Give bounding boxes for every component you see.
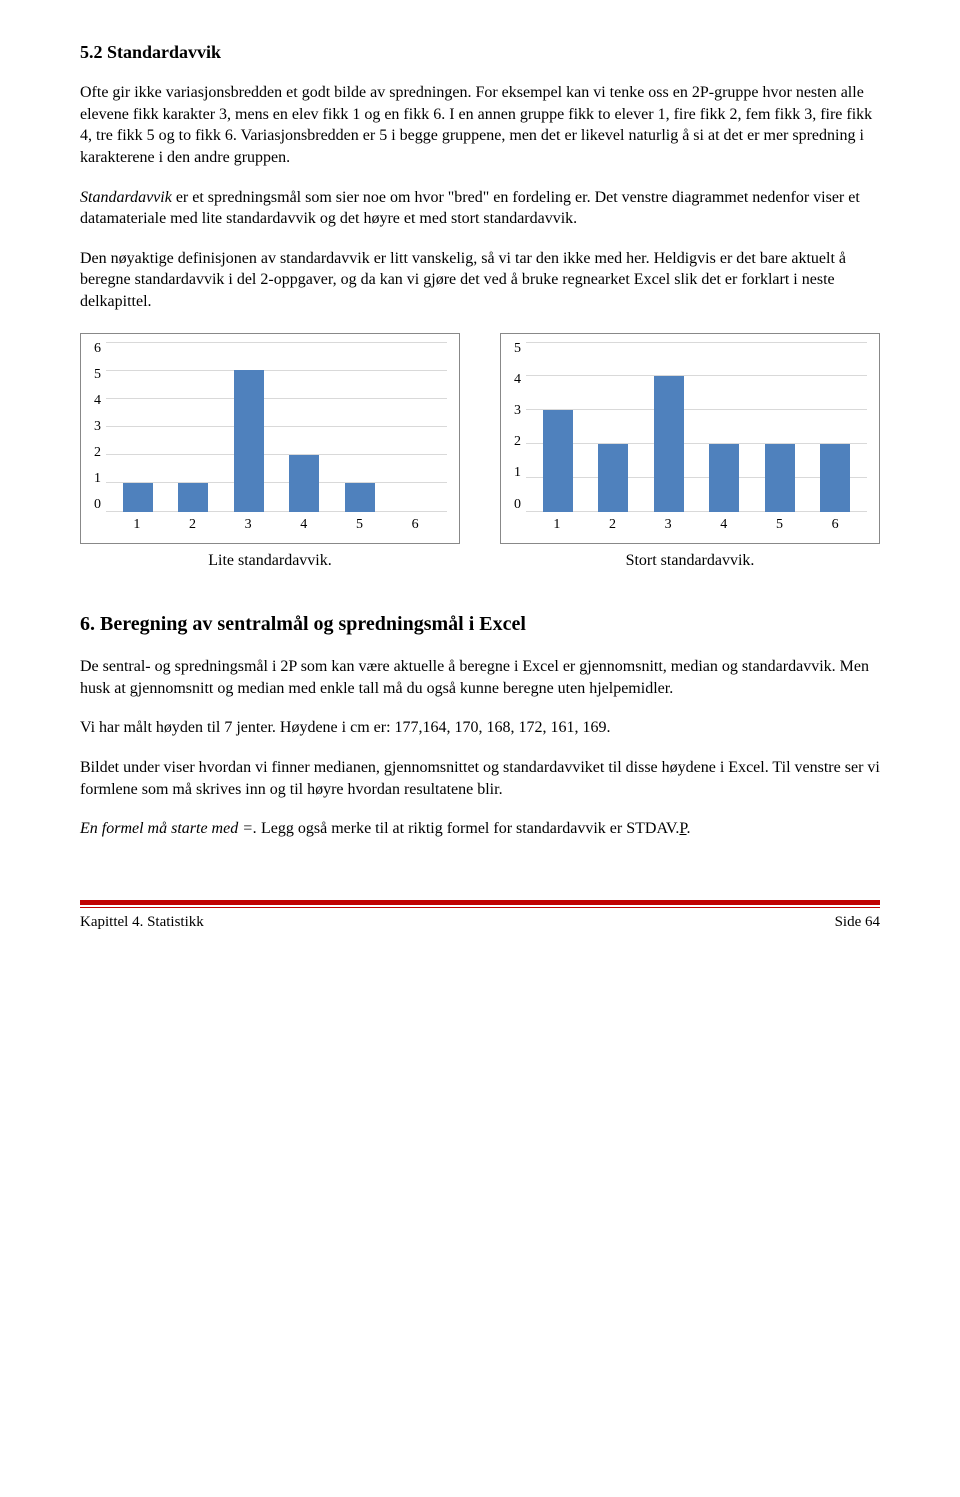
bar xyxy=(289,455,319,512)
y-tick: 0 xyxy=(85,498,101,512)
bar xyxy=(543,410,573,512)
bar xyxy=(654,376,684,512)
chart-left-block: 0 1 2 3 4 5 6 1 2 3 4 5 6 Lite standardavvik. xyxy=(80,333,460,571)
x-tick: 1 xyxy=(542,516,572,535)
y-tick: 5 xyxy=(505,342,521,356)
x-tick: 2 xyxy=(597,516,627,535)
chart-right-yaxis: 0 1 2 3 4 5 xyxy=(505,342,525,512)
x-tick: 6 xyxy=(820,516,850,535)
footer-rule-thick xyxy=(80,900,880,905)
para-5-2-1: Ofte gir ikke variasjonsbredden et godt … xyxy=(80,82,880,168)
x-tick: 3 xyxy=(233,516,263,535)
para-6-3: Bildet under viser hvordan vi finner med… xyxy=(80,757,880,800)
bar xyxy=(598,444,628,512)
para-5-2-3: Den nøyaktige definisjonen av standardav… xyxy=(80,248,880,313)
bar xyxy=(765,444,795,512)
bar xyxy=(345,483,375,511)
x-tick: 3 xyxy=(653,516,683,535)
x-tick: 5 xyxy=(344,516,374,535)
y-tick: 1 xyxy=(85,472,101,486)
bar xyxy=(820,444,850,512)
chart-right-caption: Stort standardavvik. xyxy=(500,550,880,572)
section-5-2: 5.2 Standardavvik Ofte gir ikke variasjo… xyxy=(80,40,880,313)
x-tick: 6 xyxy=(400,516,430,535)
y-tick: 3 xyxy=(85,420,101,434)
para-6-4: En formel må starte med =. Legg også mer… xyxy=(80,818,880,840)
x-tick: 1 xyxy=(122,516,152,535)
chart-left: 0 1 2 3 4 5 6 1 2 3 4 5 6 xyxy=(80,333,460,544)
bar xyxy=(234,370,264,512)
term-standardavvik: Standardavvik xyxy=(80,189,172,206)
footer-left: Kapittel 4. Statistikk xyxy=(80,912,204,932)
x-tick: 5 xyxy=(764,516,794,535)
para-5-2-2-rest: er et spredningsmål som sier noe om hvor… xyxy=(80,189,860,228)
x-tick: 2 xyxy=(177,516,207,535)
footer-rule-thin xyxy=(80,907,880,908)
para-5-2-2: Standardavvik er et spredningsmål som si… xyxy=(80,187,880,230)
para-6-4-rest-a: Legg også merke til at riktig formel for… xyxy=(257,820,679,837)
page-footer: Kapittel 4. Statistikk Side 64 xyxy=(80,900,880,932)
heading-6: 6. Beregning av sentralmål og sprednings… xyxy=(80,611,880,638)
chart-left-xaxis: 1 2 3 4 5 6 xyxy=(105,512,447,535)
para-6-4-rest-b: . xyxy=(687,820,691,837)
heading-5-2: 5.2 Standardavvik xyxy=(80,40,880,64)
y-tick: 2 xyxy=(505,435,521,449)
y-tick: 4 xyxy=(505,373,521,387)
y-tick: 0 xyxy=(505,498,521,512)
charts-row: 0 1 2 3 4 5 6 1 2 3 4 5 6 Lite standardavvik. 0 1 2 3 4… xyxy=(80,333,880,571)
y-tick: 3 xyxy=(505,404,521,418)
chart-right-block: 0 1 2 3 4 5 1 2 3 4 5 6 Stort standardavvik. xyxy=(500,333,880,571)
y-tick: 1 xyxy=(505,466,521,480)
chart-left-yaxis: 0 1 2 3 4 5 6 xyxy=(85,342,105,512)
chart-left-caption: Lite standardavvik. xyxy=(80,550,460,572)
bar xyxy=(178,483,208,511)
para-6-2: Vi har målt høyden til 7 jenter. Høydene… xyxy=(80,717,880,739)
y-tick: 5 xyxy=(85,368,101,382)
bar xyxy=(709,444,739,512)
chart-right: 0 1 2 3 4 5 1 2 3 4 5 6 xyxy=(500,333,880,544)
section-6: 6. Beregning av sentralmål og sprednings… xyxy=(80,611,880,840)
footer-right: Side 64 xyxy=(835,912,880,932)
y-tick: 6 xyxy=(85,342,101,356)
y-tick: 4 xyxy=(85,394,101,408)
chart-right-xaxis: 1 2 3 4 5 6 xyxy=(525,512,867,535)
para-6-1: De sentral- og spredningsmål i 2P som ka… xyxy=(80,656,880,699)
para-6-4-u: P xyxy=(679,820,686,837)
para-6-4-italic: En formel må starte med =. xyxy=(80,820,257,837)
x-tick: 4 xyxy=(709,516,739,535)
y-tick: 2 xyxy=(85,446,101,460)
x-tick: 4 xyxy=(289,516,319,535)
bar xyxy=(123,483,153,511)
